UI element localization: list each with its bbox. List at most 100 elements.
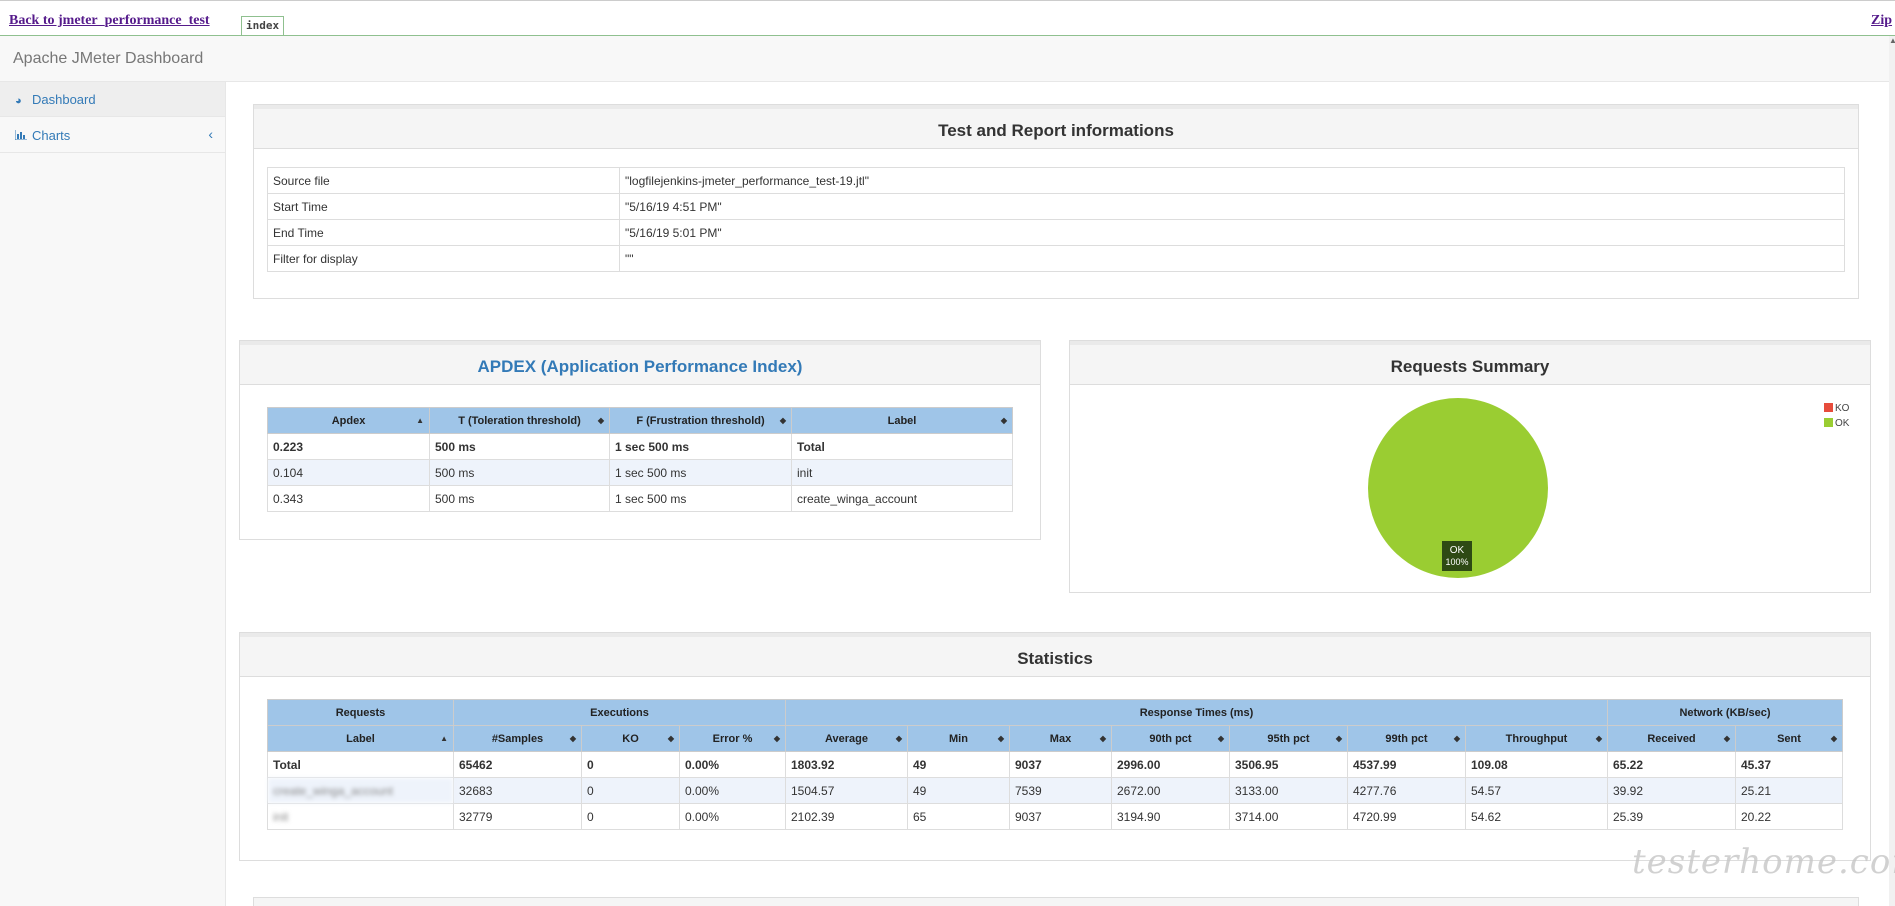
apdex-col-header[interactable]: Label ◆ [791, 407, 1013, 434]
stats-cell: 9037 [1009, 803, 1112, 830]
stats-cell: 1803.92 [785, 751, 908, 778]
info-row: Filter for display "" [267, 245, 1845, 272]
sort-icon[interactable]: ◆ [1723, 734, 1730, 743]
back-link[interactable]: Back to jmeter_performance_test [9, 13, 210, 28]
sort-icon[interactable]: ◆ [779, 416, 786, 425]
apdex-cell: 500 ms [429, 433, 610, 460]
group-executions: Executions [453, 699, 786, 726]
sort-icon[interactable]: ◆ [895, 734, 902, 743]
apdex-row: 0.223 500 ms 1 sec 500 ms Total [267, 433, 1013, 460]
stats-cell: 3194.90 [1111, 803, 1230, 830]
header-label: Sent [1777, 732, 1801, 745]
apdex-row: 0.343 500 ms 1 sec 500 ms create_winga_acco… [267, 485, 1013, 512]
header-label: Label [887, 414, 917, 427]
scrollbar[interactable]: ▲ [1889, 36, 1895, 906]
index-tab[interactable]: index [241, 16, 285, 35]
sort-icon[interactable]: ◆ [1830, 734, 1837, 743]
apdex-col-header[interactable]: F (Frustration threshold) ◆ [609, 407, 792, 434]
apdex-col-header[interactable]: T (Toleration threshold) ◆ [429, 407, 610, 434]
header-label: #Samples [491, 732, 544, 745]
info-row: Source file "logfilejenkins-jmeter_perfor… [267, 167, 1845, 194]
statistics-title: Statistics [240, 633, 1870, 677]
stats-cell: 9037 [1009, 751, 1112, 778]
stats-col-header[interactable]: Received ◆ [1607, 725, 1736, 752]
sort-icon[interactable]: ◆ [597, 416, 604, 425]
header-label: 99th pct [1385, 732, 1428, 745]
summary-panel: Requests Summary OK 100% KO OK [1069, 340, 1871, 593]
stats-col-header[interactable]: Error % ◆ [679, 725, 786, 752]
stats-col-header[interactable]: #Samples ◆ [453, 725, 582, 752]
sort-icon[interactable]: ◆ [773, 734, 780, 743]
sidebar-item-label: Charts [32, 128, 71, 143]
sort-icon[interactable]: ◆ [997, 734, 1004, 743]
pie-slice-ok[interactable] [1368, 398, 1548, 578]
info-row: End Time "5/16/19 5:01 PM" [267, 219, 1845, 246]
apdex-cell: 1 sec 500 ms [609, 433, 792, 460]
apdex-table: Apdex ▲ T (Toleration threshold) ◆ F (Frustr… [267, 407, 1013, 512]
info-table: Source file "logfilejenkins-jmeter_perfor… [267, 167, 1845, 272]
sort-asc-icon[interactable]: ▲ [416, 416, 424, 425]
group-network: Network (KB/sec) [1607, 699, 1843, 726]
stats-col-header[interactable]: 95th pct ◆ [1229, 725, 1348, 752]
sort-icon[interactable]: ◆ [569, 734, 576, 743]
stats-cell: 4537.99 [1347, 751, 1466, 778]
legend-item-ko[interactable]: KO [1824, 403, 1849, 414]
bar-chart-icon [14, 130, 29, 143]
sidebar: ◕ Dashboard Charts ‹ [0, 82, 226, 906]
stats-cell: 3714.00 [1229, 803, 1348, 830]
next-panel [253, 897, 1859, 906]
header-label: Max [1049, 732, 1072, 745]
stats-col-header[interactable]: Throughput ◆ [1465, 725, 1608, 752]
stats-label-cell: Total [267, 751, 454, 778]
legend-item-ok[interactable]: OK [1824, 418, 1849, 429]
chevron-left-icon[interactable]: ‹ [208, 126, 213, 142]
stats-cell: 3133.00 [1229, 777, 1348, 804]
scroll-up-icon[interactable]: ▲ [1889, 36, 1895, 45]
stats-cell: 65.22 [1607, 751, 1736, 778]
stats-col-header[interactable]: 90th pct ◆ [1111, 725, 1230, 752]
stats-label-cell: create_winga_account [267, 777, 454, 804]
sort-icon[interactable]: ◆ [1335, 734, 1342, 743]
stats-cell: 1504.57 [785, 777, 908, 804]
stats-cell: 45.37 [1735, 751, 1843, 778]
apdex-cell: 0.104 [267, 459, 430, 486]
sort-icon[interactable]: ◆ [1453, 734, 1460, 743]
sort-icon[interactable]: ◆ [667, 734, 674, 743]
header-label: F (Frustration threshold) [636, 414, 765, 427]
dashboard-icon: ◕ [15, 95, 22, 107]
info-value: "5/16/19 5:01 PM" [619, 219, 1845, 246]
stats-col-header[interactable]: Label ▲ [267, 725, 454, 752]
stats-col-header[interactable]: Average ◆ [785, 725, 908, 752]
info-key: End Time [267, 219, 620, 246]
sort-icon[interactable]: ◆ [1217, 734, 1224, 743]
sort-icon[interactable]: ◆ [1099, 734, 1106, 743]
stats-col-header[interactable]: Sent ◆ [1735, 725, 1843, 752]
header-label: Average [824, 732, 868, 745]
sort-icon[interactable]: ◆ [1595, 734, 1602, 743]
sidebar-item-charts[interactable]: Charts ‹ [0, 118, 225, 153]
statistics-panel: Statistics Requests Executions Response … [239, 632, 1871, 861]
apdex-cell: 500 ms [429, 485, 610, 512]
stats-cell: 109.08 [1465, 751, 1608, 778]
apdex-cell: 0.223 [267, 433, 430, 460]
pie-label-box [1442, 541, 1472, 571]
stats-col-header[interactable]: Min ◆ [907, 725, 1010, 752]
sort-icon[interactable]: ◆ [1000, 416, 1007, 425]
group-response-times: Response Times (ms) [785, 699, 1608, 726]
stats-cell: 0 [581, 751, 680, 778]
stats-col-header[interactable]: Max ◆ [1009, 725, 1112, 752]
navbar: Apache JMeter Dashboard [0, 36, 1890, 82]
stats-cell: 32683 [453, 777, 582, 804]
apdex-title: APDEX (Application Performance Index) [240, 341, 1040, 385]
zip-link[interactable]: Zip [1871, 13, 1893, 28]
stats-cell: 25.21 [1735, 777, 1843, 804]
apdex-cell: Total [791, 433, 1013, 460]
sidebar-item-dashboard[interactable]: ◕ Dashboard [0, 82, 225, 117]
stats-col-header[interactable]: KO ◆ [581, 725, 680, 752]
stats-cell: 0.00% [679, 777, 786, 804]
stats-col-header[interactable]: 99th pct ◆ [1347, 725, 1466, 752]
apdex-col-header[interactable]: Apdex ▲ [267, 407, 430, 434]
brand-title[interactable]: Apache JMeter Dashboard [13, 50, 204, 67]
summary-title: Requests Summary [1070, 341, 1870, 385]
sort-asc-icon[interactable]: ▲ [440, 734, 448, 743]
